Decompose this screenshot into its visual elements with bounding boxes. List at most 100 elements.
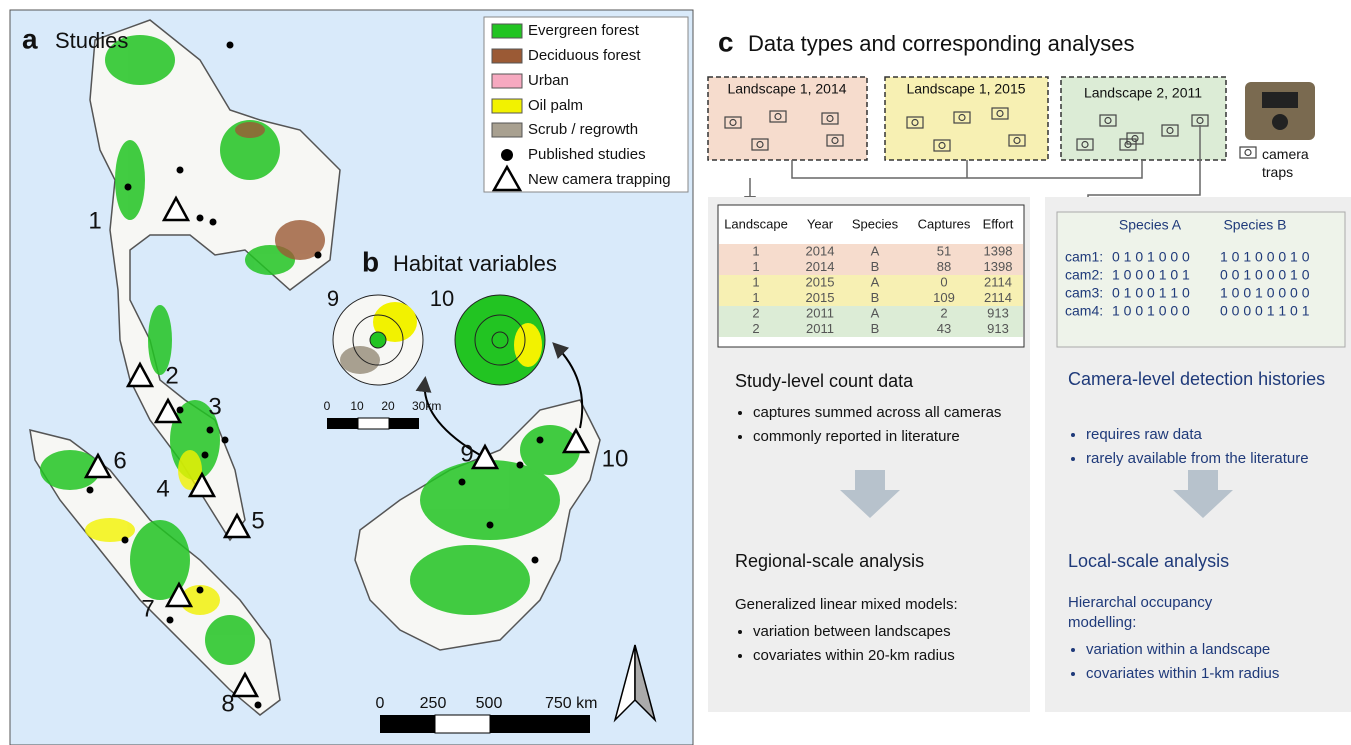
- table-cell: 1: [752, 290, 759, 305]
- site-label: 4: [156, 475, 169, 502]
- table-cell: 2: [940, 305, 947, 320]
- table-cell: 2015: [806, 290, 835, 305]
- section-heading: Regional-scale analysis: [735, 550, 1015, 573]
- bullet: rarely available from the literature: [1086, 449, 1351, 469]
- camera-photo: [1245, 82, 1315, 140]
- site-label: 9: [460, 440, 473, 467]
- scale-label: 250: [420, 695, 447, 712]
- scale-bar: [380, 715, 590, 733]
- section-heading: Local-scale analysis: [1068, 550, 1328, 573]
- bullet: variation within a landscape: [1086, 640, 1351, 660]
- column-header: Species B: [1223, 217, 1286, 233]
- table-cell: 2014: [806, 243, 835, 258]
- table-cell: 88: [937, 259, 951, 274]
- figure: aStudiesEvergreen forestDeciduous forest…: [0, 0, 1351, 745]
- history: 1 0 0 1 0 0 0 0: [1220, 285, 1310, 301]
- site-label: 3: [208, 393, 221, 420]
- table-header: Captures: [918, 216, 971, 231]
- table-cell: A: [871, 243, 880, 258]
- table-cell: 2011: [806, 305, 834, 320]
- panel-letter: a: [22, 23, 38, 54]
- legend-label: Deciduous forest: [528, 47, 641, 64]
- landscape-label: Landscape 2, 2011: [1084, 85, 1202, 101]
- history: 1 0 0 0 1 0 1: [1112, 267, 1190, 283]
- table-cell: 0: [940, 274, 947, 289]
- cam-label: cam4:: [1065, 303, 1103, 319]
- table-cell: 2: [752, 305, 759, 320]
- bullet-list: captures summed across all cameras common…: [735, 403, 1023, 450]
- table-cell: B: [871, 259, 880, 274]
- table-cell: B: [871, 321, 880, 336]
- table-cell: 1: [752, 274, 759, 289]
- table-cell: 2114: [984, 290, 1012, 305]
- legend-label: camera traps: [1262, 145, 1322, 181]
- legend-label: Oil palm: [528, 97, 583, 114]
- section-heading: Study-level count data: [735, 370, 1015, 393]
- column-header: Species A: [1119, 217, 1182, 233]
- table-cell: 2015: [806, 274, 835, 289]
- history: 0 0 1 0 0 0 1 0: [1220, 267, 1310, 283]
- cam-label: cam2:: [1065, 267, 1103, 283]
- legend-label: Published studies: [528, 146, 646, 163]
- method: Hierarchal occupancy modelling:: [1068, 593, 1268, 632]
- bullet: covariates within 20-km radius: [753, 646, 1023, 666]
- bullet: requires raw data: [1086, 425, 1351, 445]
- table-cell: 1: [752, 259, 759, 274]
- legend-label: Urban: [528, 72, 569, 89]
- landscape-label: Landscape 1, 2014: [727, 81, 846, 97]
- scale-label: 20: [381, 399, 395, 413]
- table-cell: 43: [937, 321, 951, 336]
- table-cell: A: [871, 305, 880, 320]
- legend-label: New camera trapping: [528, 171, 671, 188]
- bullet-list: variation between landscapescovariates w…: [735, 622, 1023, 669]
- scale-label: 10: [350, 399, 364, 413]
- scale-label: 0: [324, 399, 331, 413]
- method: Generalized linear mixed models:: [735, 595, 1015, 615]
- history: 1 0 0 1 0 0 0: [1112, 303, 1190, 319]
- bullet: captures summed across all cameras: [753, 403, 1023, 423]
- table-cell: 2011: [806, 321, 834, 336]
- scale-label: 30km: [412, 399, 441, 413]
- table-cell: 2: [752, 321, 759, 336]
- table-cell: 2014: [806, 259, 835, 274]
- table-cell: A: [871, 274, 880, 289]
- panel-letter: c: [718, 26, 734, 57]
- table-header: Species: [852, 216, 899, 231]
- table-cell: 1: [752, 243, 759, 258]
- table-header: Effort: [983, 216, 1014, 231]
- site-label: 5: [251, 507, 264, 534]
- history: 0 1 0 0 1 1 0: [1112, 285, 1190, 301]
- panel-title: Habitat variables: [393, 251, 557, 276]
- cam-label: cam1:: [1065, 249, 1103, 265]
- landscape-label: Landscape 1, 2015: [906, 81, 1025, 97]
- bullet: covariates within 1-km radius: [1086, 664, 1351, 684]
- site-label: 8: [221, 690, 234, 717]
- table-cell: 1398: [984, 243, 1013, 258]
- site-label: 2: [165, 362, 178, 389]
- scale-label: 0: [376, 695, 385, 712]
- table-cell: 913: [987, 305, 1009, 320]
- circle-label: 10: [430, 286, 454, 311]
- table-cell: B: [871, 290, 880, 305]
- cam-label: cam3:: [1065, 285, 1103, 301]
- bullet: commonly reported in literature: [753, 427, 1023, 447]
- bullet-list: requires raw data rarely available from t…: [1068, 425, 1351, 472]
- bullet-list: variation within a landscape covariates w…: [1068, 640, 1351, 687]
- table-header: Landscape: [724, 216, 788, 231]
- panel-title: Data types and corresponding analyses: [748, 31, 1134, 56]
- panel-title: Studies: [55, 28, 128, 53]
- history: 0 0 0 0 1 1 0 1: [1220, 303, 1310, 319]
- table-cell: 51: [937, 243, 951, 258]
- site-label: 10: [602, 445, 629, 472]
- scale-label: 500: [476, 695, 503, 712]
- table-cell: 109: [933, 290, 955, 305]
- table-header: Year: [807, 216, 834, 231]
- circle-label: 9: [327, 286, 339, 311]
- site-label: 7: [141, 595, 154, 622]
- section-heading: Camera-level detection histories: [1068, 368, 1328, 391]
- legend-label: Scrub / regrowth: [528, 121, 638, 138]
- history: 1 0 1 0 0 0 1 0: [1220, 249, 1310, 265]
- scale-label: 750 km: [545, 695, 597, 712]
- site-label: 6: [113, 447, 126, 474]
- table-cell: 1398: [984, 259, 1013, 274]
